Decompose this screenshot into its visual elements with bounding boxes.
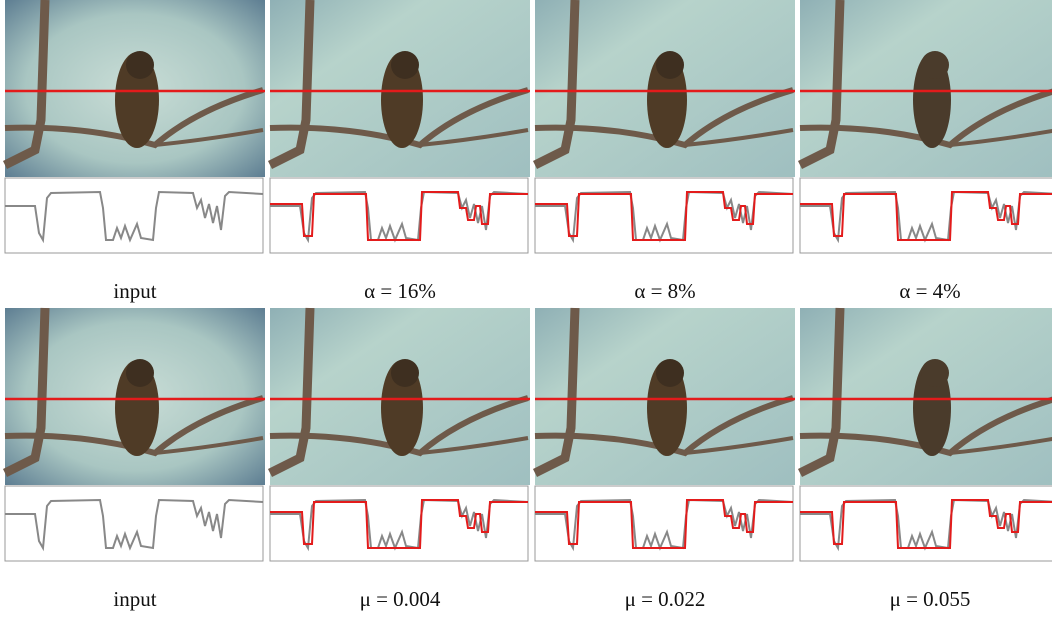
- branch: [534, 87, 794, 149]
- panel: α = 16%: [267, 0, 530, 303]
- bird-head: [126, 51, 154, 79]
- bird-head: [126, 359, 154, 387]
- panel: μ = 0.022: [532, 307, 795, 611]
- caption: α = 8%: [634, 279, 695, 303]
- branch: [4, 395, 264, 457]
- branch: [154, 128, 264, 147]
- caption: μ = 0.022: [625, 587, 706, 611]
- bird-head: [656, 51, 684, 79]
- caption: α = 4%: [899, 279, 960, 303]
- profile-result: [800, 191, 1052, 241]
- panel: μ = 0.055: [797, 307, 1052, 611]
- branch: [2, 307, 50, 478]
- bird-head: [391, 359, 419, 387]
- panel: α = 4%: [797, 0, 1052, 303]
- caption: μ = 0.055: [890, 587, 971, 611]
- caption: input: [113, 587, 156, 611]
- branch: [419, 128, 529, 147]
- panel: α = 8%: [532, 0, 795, 303]
- profile-result: [535, 499, 793, 549]
- caption: μ = 0.004: [360, 587, 441, 611]
- branch: [267, 307, 315, 478]
- bird-head: [656, 359, 684, 387]
- profile-input: [5, 498, 264, 552]
- bird-head: [921, 51, 949, 79]
- bird-head: [391, 51, 419, 79]
- profile-result: [800, 499, 1052, 549]
- branch: [269, 395, 529, 457]
- profile-result: [270, 191, 528, 241]
- profile-plot: [4, 177, 264, 254]
- branch: [799, 396, 1052, 457]
- branch: [4, 87, 264, 149]
- branch: [797, 307, 845, 478]
- branch: [532, 307, 580, 478]
- profile-result: [535, 191, 793, 241]
- branch: [269, 87, 529, 149]
- branch: [799, 88, 1052, 149]
- branch: [949, 128, 1052, 147]
- branch: [534, 395, 794, 457]
- panel: input: [2, 307, 265, 611]
- branch: [684, 128, 794, 147]
- branch: [267, 0, 315, 170]
- panel: input: [2, 0, 265, 303]
- bird-head: [921, 359, 949, 387]
- profile-result: [270, 499, 528, 549]
- caption: α = 16%: [364, 279, 436, 303]
- branch: [419, 436, 529, 455]
- profile-plot: [4, 485, 264, 562]
- branch: [949, 436, 1052, 455]
- branch: [2, 0, 50, 170]
- profile-input: [5, 190, 264, 244]
- branch: [532, 0, 580, 170]
- branch: [154, 436, 264, 455]
- panel: μ = 0.004: [267, 307, 530, 611]
- branch: [684, 436, 794, 455]
- branch: [797, 0, 845, 170]
- caption: input: [113, 279, 156, 303]
